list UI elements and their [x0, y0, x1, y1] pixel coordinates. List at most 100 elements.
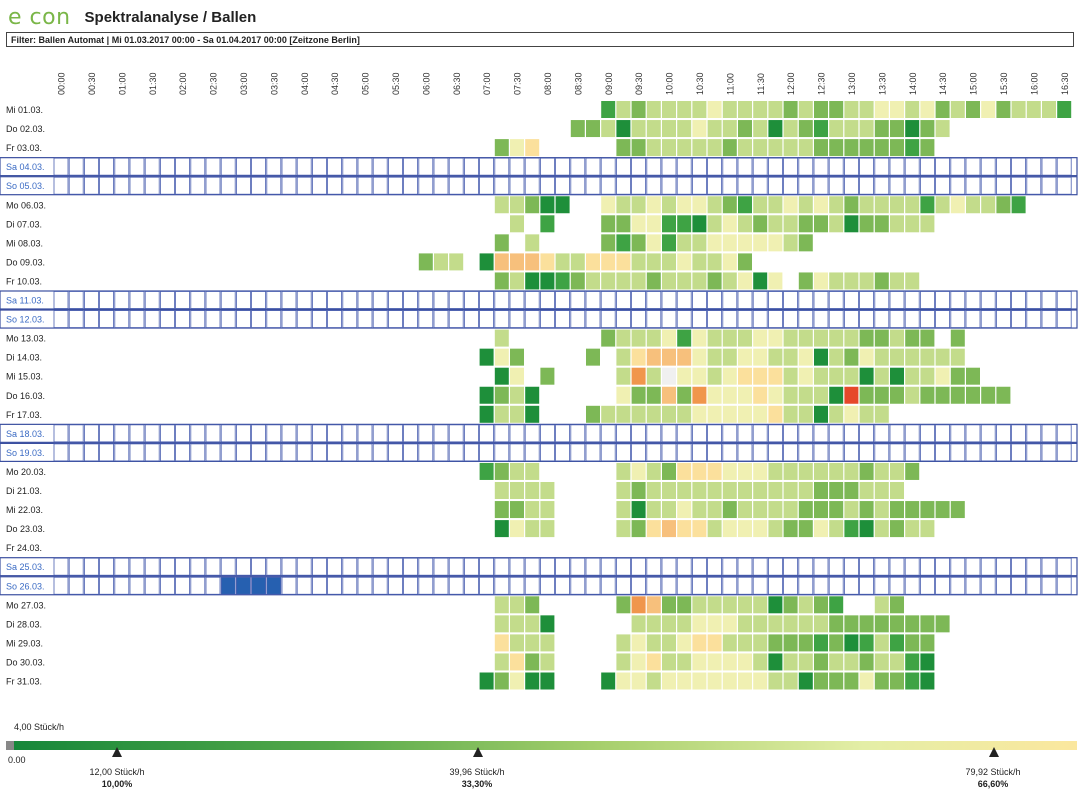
- heat-cell[interactable]: [980, 291, 996, 309]
- heat-cell[interactable]: [540, 615, 555, 633]
- heat-cell[interactable]: [828, 310, 844, 328]
- heat-cell[interactable]: [738, 215, 752, 233]
- heat-cell[interactable]: [205, 291, 221, 309]
- heat-cell[interactable]: [859, 520, 874, 538]
- heat-cell[interactable]: [707, 615, 722, 633]
- heat-cell[interactable]: [783, 196, 798, 214]
- heat-cell[interactable]: [798, 291, 814, 309]
- heat-cell[interactable]: [479, 462, 494, 480]
- heat-cell[interactable]: [859, 557, 874, 576]
- heat-cell[interactable]: [905, 329, 920, 347]
- heat-cell[interactable]: [68, 424, 84, 443]
- heat-cell[interactable]: [890, 367, 904, 385]
- heat-cell[interactable]: [768, 576, 783, 595]
- heat-cell[interactable]: [585, 424, 601, 443]
- heat-cell[interactable]: [494, 234, 509, 252]
- heat-cell[interactable]: [814, 482, 828, 499]
- heat-cell[interactable]: [752, 576, 768, 595]
- heat-cell[interactable]: [631, 120, 646, 138]
- heat-cell[interactable]: [53, 176, 69, 195]
- heat-cell[interactable]: [996, 196, 1011, 214]
- heat-cell[interactable]: [737, 310, 753, 328]
- heat-cell[interactable]: [1026, 176, 1042, 195]
- heat-cell[interactable]: [509, 443, 525, 462]
- heat-cell[interactable]: [677, 329, 692, 347]
- heat-cell[interactable]: [677, 596, 692, 614]
- heat-cell[interactable]: [859, 615, 874, 633]
- heat-cell[interactable]: [616, 653, 631, 671]
- heat-cell[interactable]: [737, 176, 753, 195]
- heat-cell[interactable]: [768, 234, 783, 252]
- heat-cell[interactable]: [281, 157, 297, 176]
- heat-cell[interactable]: [859, 672, 874, 690]
- heat-cell[interactable]: [889, 176, 905, 195]
- heat-cell[interactable]: [889, 443, 905, 462]
- heat-cell[interactable]: [737, 291, 753, 309]
- heat-cell[interactable]: [722, 501, 737, 519]
- heat-cell[interactable]: [266, 291, 282, 309]
- heat-cell[interactable]: [783, 139, 798, 157]
- heat-cell[interactable]: [372, 443, 388, 462]
- heat-cell[interactable]: [798, 424, 814, 443]
- heat-cell[interactable]: [722, 253, 737, 271]
- heat-cell[interactable]: [175, 424, 191, 443]
- heat-cell[interactable]: [586, 120, 600, 138]
- heat-cell[interactable]: [829, 482, 844, 499]
- heat-cell[interactable]: [631, 139, 646, 157]
- heat-cell[interactable]: [692, 615, 707, 633]
- heat-cell[interactable]: [463, 424, 479, 443]
- heat-cell[interactable]: [616, 329, 631, 347]
- heat-cell[interactable]: [616, 310, 631, 328]
- heat-cell[interactable]: [859, 576, 874, 595]
- heat-cell[interactable]: [813, 443, 829, 462]
- heat-cell[interactable]: [220, 424, 236, 443]
- heat-cell[interactable]: [859, 310, 874, 328]
- heat-cell[interactable]: [372, 157, 388, 176]
- heat-cell[interactable]: [616, 101, 631, 118]
- heat-cell[interactable]: [753, 653, 768, 671]
- heat-cell[interactable]: [403, 157, 419, 176]
- heat-cell[interactable]: [403, 557, 419, 576]
- heat-cell[interactable]: [859, 120, 874, 138]
- heat-cell[interactable]: [904, 443, 920, 462]
- heat-cell[interactable]: [159, 557, 175, 576]
- heat-cell[interactable]: [828, 291, 844, 309]
- heat-cell[interactable]: [722, 634, 737, 652]
- heat-cell[interactable]: [463, 443, 479, 462]
- heat-cell[interactable]: [798, 634, 813, 652]
- heat-cell[interactable]: [616, 596, 631, 614]
- heat-cell[interactable]: [722, 291, 738, 309]
- heat-cell[interactable]: [418, 443, 434, 462]
- heat-cell[interactable]: [935, 501, 950, 519]
- heat-cell[interactable]: [205, 176, 221, 195]
- heat-cell[interactable]: [646, 634, 661, 652]
- heat-cell[interactable]: [829, 215, 844, 233]
- heat-cell[interactable]: [1041, 310, 1057, 328]
- heat-cell[interactable]: [722, 386, 737, 404]
- heat-cell[interactable]: [890, 672, 904, 690]
- heat-cell[interactable]: [342, 310, 358, 328]
- heat-cell[interactable]: [920, 672, 935, 690]
- heat-cell[interactable]: [752, 557, 768, 576]
- heat-cell[interactable]: [53, 310, 69, 328]
- heat-cell[interactable]: [327, 424, 343, 443]
- heat-cell[interactable]: [829, 501, 844, 519]
- heat-cell[interactable]: [585, 310, 601, 328]
- heat-cell[interactable]: [540, 253, 555, 271]
- heat-cell[interactable]: [190, 310, 206, 328]
- heat-cell[interactable]: [525, 520, 540, 538]
- heat-cell[interactable]: [950, 557, 966, 576]
- heat-cell[interactable]: [1056, 557, 1072, 576]
- heat-cell[interactable]: [387, 424, 403, 443]
- heat-cell[interactable]: [996, 576, 1011, 595]
- heat-cell[interactable]: [890, 101, 904, 118]
- heat-cell[interactable]: [890, 196, 904, 214]
- heat-cell[interactable]: [662, 653, 676, 671]
- heat-cell[interactable]: [616, 424, 631, 443]
- heat-cell[interactable]: [783, 672, 798, 690]
- heat-cell[interactable]: [798, 215, 813, 233]
- heat-cell[interactable]: [707, 196, 722, 214]
- heat-cell[interactable]: [844, 634, 859, 652]
- heat-cell[interactable]: [768, 310, 783, 328]
- heat-cell[interactable]: [418, 157, 434, 176]
